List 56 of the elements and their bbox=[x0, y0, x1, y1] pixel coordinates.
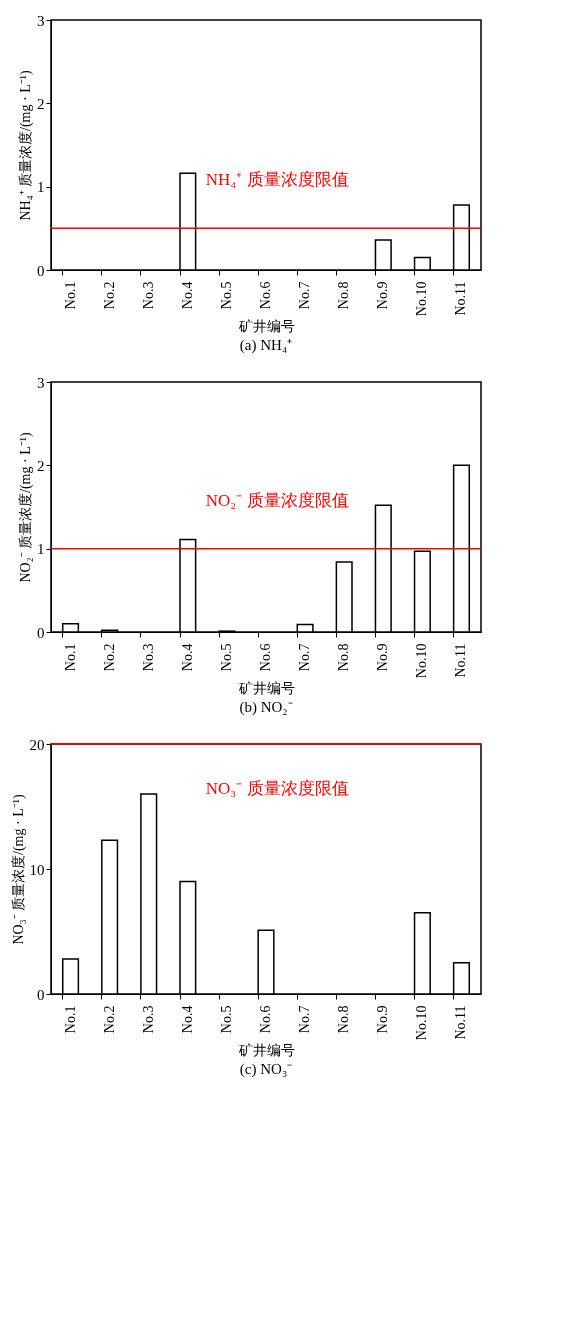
x-tick-label: No.10 bbox=[414, 1005, 430, 1041]
x-tick-label: No.5 bbox=[218, 1005, 234, 1034]
text: (a) NH₄⁺ bbox=[239, 336, 293, 354]
y-tick-label: 3 bbox=[37, 12, 45, 29]
x-tick-label: No.9 bbox=[375, 1005, 391, 1034]
x-tick-label: No.7 bbox=[297, 643, 313, 672]
x-tick-label: No.7 bbox=[297, 281, 313, 310]
x-tick-label: No.8 bbox=[336, 643, 352, 672]
ref-line-label: NH₄⁺ 质量浓度限值 bbox=[205, 170, 349, 190]
x-tick-label: No.2 bbox=[101, 643, 117, 672]
y-axis-title: NO₃⁻ 质量浓度/(mg · L⁻¹) bbox=[10, 794, 27, 945]
y-tick-label: 1 bbox=[37, 179, 45, 196]
x-tick-label: No.6 bbox=[258, 1005, 273, 1034]
x-tick-label: No.4 bbox=[179, 1005, 195, 1034]
y-tick-label: 0 bbox=[37, 624, 45, 641]
x-tick-label: No.11 bbox=[453, 281, 469, 316]
x-tick-label: No.6 bbox=[258, 643, 273, 672]
x-tick-label: No.11 bbox=[453, 643, 469, 678]
x-tick-label: No.7 bbox=[297, 1005, 313, 1034]
x-tick-label: No.11 bbox=[453, 1005, 469, 1040]
y-tick-label: 0 bbox=[37, 986, 45, 1003]
text: (b) NO₂⁻ bbox=[239, 698, 293, 716]
x-tick-label: No.5 bbox=[218, 643, 234, 672]
x-tick-label: No.3 bbox=[140, 1005, 156, 1034]
y-tick-label: 3 bbox=[37, 374, 45, 391]
text: (c) NO₃⁻ bbox=[239, 1060, 293, 1078]
y-tick-label: 2 bbox=[37, 457, 45, 474]
y-axis-title: NH₄⁺ 质量浓度/(mg · L⁻¹) bbox=[18, 70, 34, 221]
x-tick-label: No.2 bbox=[101, 281, 117, 310]
x-tick-label: No.9 bbox=[375, 281, 391, 310]
x-tick-label: No.3 bbox=[140, 281, 156, 310]
x-tick-label: No.2 bbox=[101, 1005, 117, 1034]
x-tick-label: No.10 bbox=[414, 643, 430, 679]
x-tick-label: No.4 bbox=[179, 281, 195, 310]
x-tick-label: No.8 bbox=[336, 1005, 352, 1034]
y-tick-label: 10 bbox=[29, 861, 45, 878]
x-axis-title: 矿井编号 bbox=[237, 319, 295, 335]
y-tick-label: 20 bbox=[29, 736, 45, 753]
x-tick-label: No.6 bbox=[258, 281, 273, 310]
y-tick-label: 1 bbox=[37, 541, 45, 558]
x-tick-label: No.9 bbox=[375, 643, 391, 672]
x-axis-title: 矿井编号 bbox=[237, 681, 295, 697]
x-tick-label: No.8 bbox=[336, 281, 352, 310]
x-tick-label: No.3 bbox=[140, 643, 156, 672]
x-tick-label: No.10 bbox=[414, 281, 430, 317]
x-tick-label: No.4 bbox=[179, 643, 195, 672]
y-tick-label: 0 bbox=[37, 262, 45, 279]
ref-line-label: NO₂⁻ 质量浓度限值 bbox=[205, 490, 349, 510]
ref-line-label: NO₃⁻ 质量浓度限值 bbox=[205, 779, 349, 798]
x-tick-label: No.5 bbox=[218, 281, 234, 310]
x-tick-label: No.1 bbox=[62, 1005, 78, 1034]
x-tick-label: No.1 bbox=[62, 281, 78, 310]
y-tick-label: 2 bbox=[37, 95, 45, 112]
y-axis-title: NO₂⁻ 质量浓度/(mg · L⁻¹) bbox=[18, 432, 34, 583]
x-axis-title: 矿井编号 bbox=[237, 1043, 295, 1059]
x-tick-label: No.1 bbox=[62, 643, 78, 672]
